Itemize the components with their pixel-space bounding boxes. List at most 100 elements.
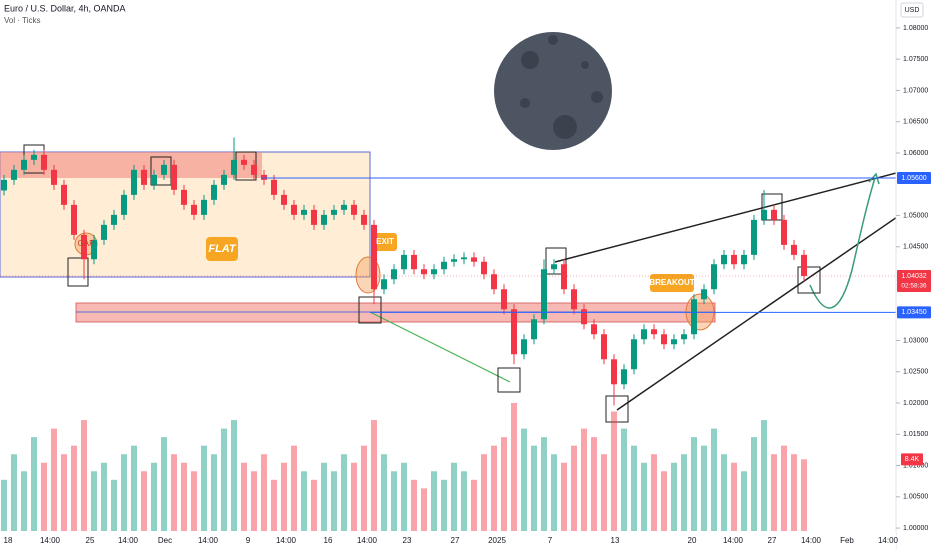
volume-bar xyxy=(671,462,677,531)
candle-body xyxy=(131,169,137,195)
volume-bar xyxy=(351,462,357,531)
x-tick-label: 14:00 xyxy=(878,536,899,545)
volume-bar xyxy=(101,462,107,531)
volume-bar xyxy=(71,445,77,531)
candle-body xyxy=(701,289,707,300)
x-tick-label: 14:00 xyxy=(40,536,61,545)
x-tick-label: 9 xyxy=(246,536,251,545)
volume-bar xyxy=(321,462,327,531)
y-tick-label: 1.00000 xyxy=(903,525,928,532)
volume-bar xyxy=(181,462,187,531)
volume-bar xyxy=(631,445,637,531)
flat-badge xyxy=(206,237,238,261)
candle-body xyxy=(761,209,767,220)
candle-body xyxy=(321,214,327,225)
candle-body xyxy=(141,169,147,185)
candle-body xyxy=(91,239,97,260)
candle-body xyxy=(281,194,287,205)
candle-body xyxy=(21,159,27,170)
x-tick-label: 25 xyxy=(86,536,95,545)
volume-bar xyxy=(541,437,547,531)
candle-body xyxy=(631,339,637,370)
volume-bar xyxy=(131,445,137,531)
crater xyxy=(520,98,530,108)
candle-body xyxy=(671,339,677,345)
volume-bar xyxy=(11,454,17,531)
moon xyxy=(494,32,612,150)
candle-body xyxy=(501,289,507,310)
volume-bar xyxy=(21,471,27,531)
volume-bar xyxy=(501,437,507,531)
volume-bar xyxy=(441,479,447,531)
candle-body xyxy=(261,174,267,180)
volume-bar xyxy=(121,454,127,531)
volume-bar xyxy=(391,471,397,531)
candle-body xyxy=(111,214,117,225)
volume-bar xyxy=(521,428,527,531)
marker-box xyxy=(67,257,89,287)
volume-bar xyxy=(31,437,37,531)
candle-body xyxy=(391,269,397,280)
volume-bar xyxy=(281,462,287,531)
candle-body xyxy=(71,204,77,235)
volume-bar xyxy=(401,462,407,531)
volume-bar xyxy=(251,471,257,531)
candle-body xyxy=(791,244,797,255)
candle-body xyxy=(711,264,717,290)
volume-bar xyxy=(561,462,567,531)
candle-body xyxy=(181,189,187,205)
x-tick-label: 14:00 xyxy=(276,536,297,545)
marks xyxy=(0,137,896,531)
volume-bar xyxy=(741,471,747,531)
level-tag-label: 1.05600 xyxy=(901,175,926,182)
x-tick-label: 16 xyxy=(324,536,333,545)
volume-bar xyxy=(151,462,157,531)
candle-body xyxy=(721,254,727,265)
level-tag xyxy=(897,306,931,319)
volume-bar xyxy=(551,454,557,531)
candle-body xyxy=(551,264,557,270)
candle-body xyxy=(741,254,747,265)
volume-bar xyxy=(731,462,737,531)
volume-bar xyxy=(691,437,697,531)
volume-bar xyxy=(141,471,147,531)
volume-bar xyxy=(271,479,277,531)
volume-bar xyxy=(801,459,807,531)
marker-box xyxy=(761,193,783,221)
volume-bar xyxy=(471,479,477,531)
candle-body xyxy=(51,169,57,185)
last-price-label: 1.04032 xyxy=(901,273,926,280)
candle-body xyxy=(11,169,17,180)
candle-body xyxy=(431,269,437,275)
volume-bar xyxy=(421,488,427,531)
candle-body xyxy=(291,204,297,215)
volume-bar xyxy=(331,471,337,531)
trend-line xyxy=(554,171,901,263)
y-tick-label: 1.04500 xyxy=(903,244,928,251)
candle-body xyxy=(191,204,197,215)
volume-bar xyxy=(621,428,627,531)
volume-bar xyxy=(531,445,537,531)
volume-bar xyxy=(721,454,727,531)
last-price-tag xyxy=(897,270,931,293)
volume-bar xyxy=(761,420,767,531)
volume-bar xyxy=(411,479,417,531)
candle-body xyxy=(31,154,37,160)
volume-bar xyxy=(241,462,247,531)
candle-body xyxy=(1,179,7,191)
candle-body xyxy=(471,257,477,262)
candle-body xyxy=(171,164,177,190)
volume-bar xyxy=(491,445,497,531)
x-tick-label: 27 xyxy=(768,536,777,545)
volume-bar xyxy=(791,454,797,531)
volume-bar xyxy=(41,462,47,531)
volume-bar xyxy=(81,420,87,531)
y-tick-label: 1.01000 xyxy=(903,462,928,469)
candle-body xyxy=(121,194,127,215)
crater xyxy=(521,51,539,69)
volume-bar xyxy=(211,454,217,531)
y-tick-label: 1.06500 xyxy=(903,119,928,126)
candle-body xyxy=(231,159,237,175)
volume-bar xyxy=(231,420,237,531)
